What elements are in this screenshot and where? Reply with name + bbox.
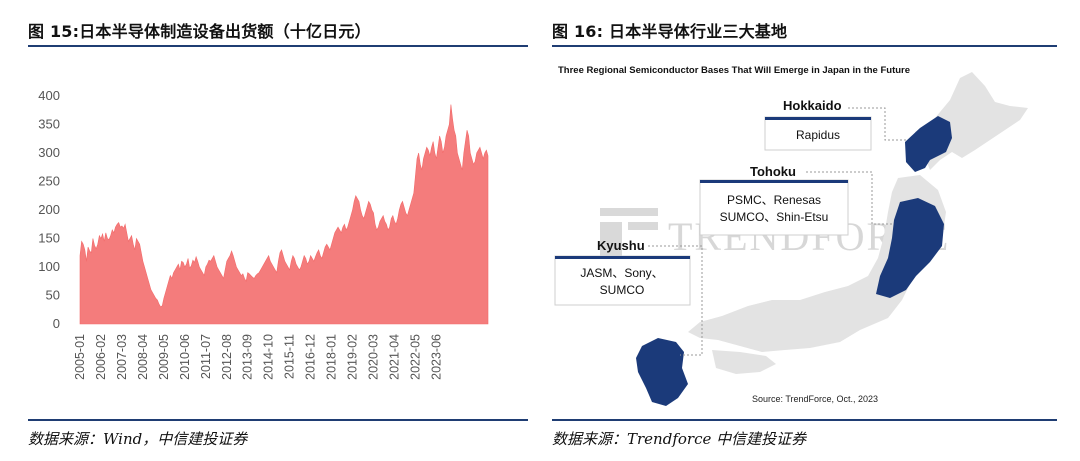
kyushu-leader <box>648 245 703 356</box>
x-tick-label: 2018-01 <box>325 334 339 380</box>
right-bottom-rule <box>552 419 1057 421</box>
tohoku-box <box>699 179 849 236</box>
kyushu-company-1: JASM、Sony、 <box>580 266 663 280</box>
right-title-rule <box>552 45 1057 47</box>
x-tick-label: 2012-08 <box>220 334 234 380</box>
x-tick-label: 2010-06 <box>178 334 192 380</box>
hokkaido-highlight <box>905 116 952 172</box>
y-tick-label: 0 <box>53 316 60 331</box>
y-axis: 0 50 100 150 200 250 300 350 400 <box>38 88 60 331</box>
hokkaido-box-bar <box>765 117 871 120</box>
trendforce-watermark-logo <box>600 208 658 260</box>
tohoku-company-1: PSMC、Renesas <box>727 193 821 207</box>
tohoku-highlight <box>876 198 944 298</box>
tohoku-leader <box>806 171 893 225</box>
y-tick-label: 200 <box>38 202 60 217</box>
y-tick-label: 300 <box>38 145 60 160</box>
y-tick-label: 400 <box>38 88 60 103</box>
hokkaido-leader <box>848 107 908 141</box>
kyushu-callout: Kyushu JASM、Sony、 SUMCO <box>554 238 703 356</box>
x-tick-label: 2005-01 <box>73 334 87 380</box>
japan-map-figure: Three Regional Semiconductor Bases That … <box>554 65 1028 406</box>
x-tick-label: 2023-06 <box>429 334 443 380</box>
shikoku-island <box>712 350 776 374</box>
y-tick-label: 150 <box>38 231 60 246</box>
kyushu-highlight <box>636 338 688 406</box>
map-title: Three Regional Semiconductor Bases That … <box>558 65 910 76</box>
x-tick-label: 2014-10 <box>262 334 276 380</box>
x-tick-label: 2007-03 <box>115 334 129 380</box>
x-axis: 2005-01 2006-02 2007-03 2008-04 2009-05 2010-… <box>73 334 443 380</box>
right-figure-title: 图 16: 日本半导体行业三大基地 <box>552 22 788 41</box>
hokkaido-callout: Hokkaido Rapidus <box>764 98 908 151</box>
kyushu-label: Kyushu <box>597 238 645 253</box>
y-tick-label: 100 <box>38 259 60 274</box>
honshu-island <box>688 175 946 352</box>
map-source-note: Source: TrendForce, Oct., 2023 <box>752 394 878 404</box>
hokkaido-box <box>764 116 872 151</box>
hokkaido-company-1: Rapidus <box>796 128 840 142</box>
tohoku-callout: Tohoku PSMC、Renesas SUMCO、Shin-Etsu <box>699 164 893 236</box>
x-tick-label: 2021-04 <box>388 334 402 380</box>
y-tick-label: 50 <box>46 288 60 303</box>
right-source-note: 数据来源：Trendforce 中信建投证券 <box>552 430 807 448</box>
x-tick-label: 2020-03 <box>367 334 381 380</box>
left-figure-title: 图 15:日本半导体制造设备出货额（十亿日元） <box>28 22 371 41</box>
x-tick-label: 2015-11 <box>283 334 297 379</box>
x-tick-label: 2009-05 <box>157 334 171 380</box>
left-source-note: 数据来源：Wind，中信建投证券 <box>28 430 248 448</box>
kyushu-box <box>554 255 691 306</box>
shipments-area-series <box>79 104 489 325</box>
x-tick-label: 2008-04 <box>136 334 150 380</box>
x-tick-label: 2013-09 <box>241 334 255 380</box>
x-tick-label: 2016-12 <box>304 334 318 380</box>
kyushu-company-2: SUMCO <box>600 283 645 297</box>
kyushu-box-bar <box>555 256 690 259</box>
x-tick-label: 2019-02 <box>346 334 360 380</box>
left-title-rule <box>28 45 528 47</box>
x-tick-label: 2022-05 <box>408 334 422 380</box>
tohoku-label: Tohoku <box>750 164 796 179</box>
left-bottom-rule <box>28 419 528 421</box>
tohoku-company-2: SUMCO、Shin-Etsu <box>720 210 829 224</box>
y-tick-label: 350 <box>38 117 60 132</box>
x-tick-label: 2011-07 <box>199 334 213 379</box>
tohoku-box-bar <box>700 180 848 183</box>
y-tick-label: 250 <box>38 174 60 189</box>
x-tick-label: 2006-02 <box>94 334 108 380</box>
hokkaido-label: Hokkaido <box>783 98 842 113</box>
